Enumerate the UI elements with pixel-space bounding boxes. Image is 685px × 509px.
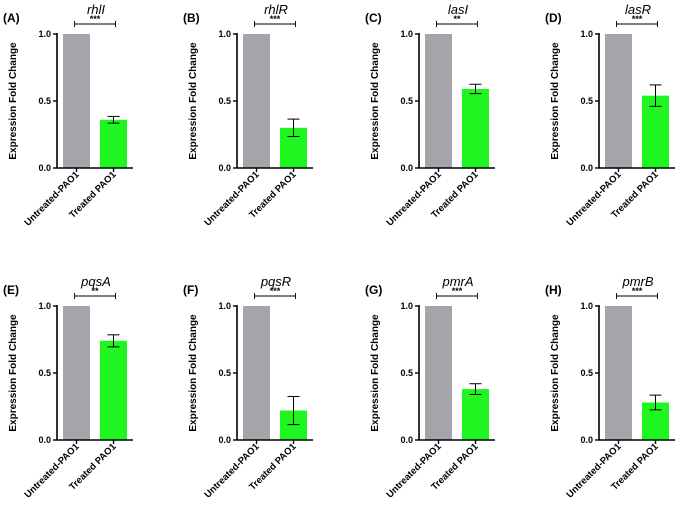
y-tick-label: 0.0 [218,163,231,173]
bar-untreated [63,34,90,168]
bar-untreated [425,34,452,168]
panel-letter: (C) [365,11,382,25]
y-tick-label: 0.5 [218,368,231,378]
bar-untreated [63,306,90,440]
y-tick-label: 1.0 [38,301,51,311]
bar-treated [100,340,127,440]
bar-treated [100,119,127,168]
y-tick-label: 0.0 [400,163,413,173]
significance-label: *** [270,286,281,296]
y-tick-label: 1.0 [218,301,231,311]
y-axis-label: Expression Fold Change [370,314,381,432]
y-tick-label: 1.0 [400,301,413,311]
y-tick-label: 0.5 [580,368,593,378]
significance-label: *** [632,14,643,24]
gene-title: rhlR [264,2,288,17]
panel-letter: (B) [183,11,200,25]
significance-label: *** [90,14,101,24]
y-tick-label: 1.0 [580,29,593,39]
panel-letter: (H) [545,283,562,297]
y-tick-label: 0.5 [400,96,413,106]
y-tick-label: 0.0 [38,163,51,173]
y-tick-label: 0.5 [218,96,231,106]
y-axis-label: Expression Fold Change [188,314,199,432]
y-tick-label: 0.5 [38,96,51,106]
y-tick-label: 1.0 [400,29,413,39]
significance-label: *** [452,286,463,296]
y-tick-label: 0.5 [580,96,593,106]
panel-letter: (E) [3,283,19,297]
bar-untreated [425,306,452,440]
y-tick-label: 1.0 [580,301,593,311]
gene-title: rhlI [87,2,105,17]
significance-label: *** [632,286,643,296]
y-axis-label: Expression Fold Change [188,42,199,160]
y-tick-label: 0.0 [218,435,231,445]
y-tick-label: 0.5 [400,368,413,378]
panel-letter: (A) [3,11,20,25]
gene-title: pqsA [80,274,111,289]
y-tick-label: 0.0 [580,435,593,445]
bar-untreated [605,306,632,440]
gene-title: pmrA [441,274,473,289]
y-axis-label: Expression Fold Change [550,42,561,160]
gene-title: lasI [448,2,469,17]
y-axis-label: Expression Fold Change [8,314,19,432]
y-tick-label: 1.0 [218,29,231,39]
gene-title: pmrB [621,274,653,289]
y-tick-label: 0.0 [580,163,593,173]
y-tick-label: 0.0 [38,435,51,445]
y-axis-label: Expression Fold Change [550,314,561,432]
bar-treated [462,389,489,440]
bar-untreated [243,306,270,440]
significance-label: ** [91,286,99,296]
bar-treated [642,95,669,168]
bar-untreated [605,34,632,168]
panel-letter: (F) [183,283,198,297]
significance-label: *** [270,14,281,24]
y-tick-label: 0.0 [400,435,413,445]
y-axis-label: Expression Fold Change [8,42,19,160]
bar-untreated [243,34,270,168]
y-axis-label: Expression Fold Change [370,42,381,160]
gene-title: pqsR [260,274,291,289]
y-tick-label: 1.0 [38,29,51,39]
significance-label: ** [453,14,461,24]
panel-letter: (D) [545,11,562,25]
gene-title: lasR [625,2,651,17]
panel-letter: (G) [365,283,382,297]
y-tick-label: 0.5 [38,368,51,378]
bar-treated [462,88,489,168]
